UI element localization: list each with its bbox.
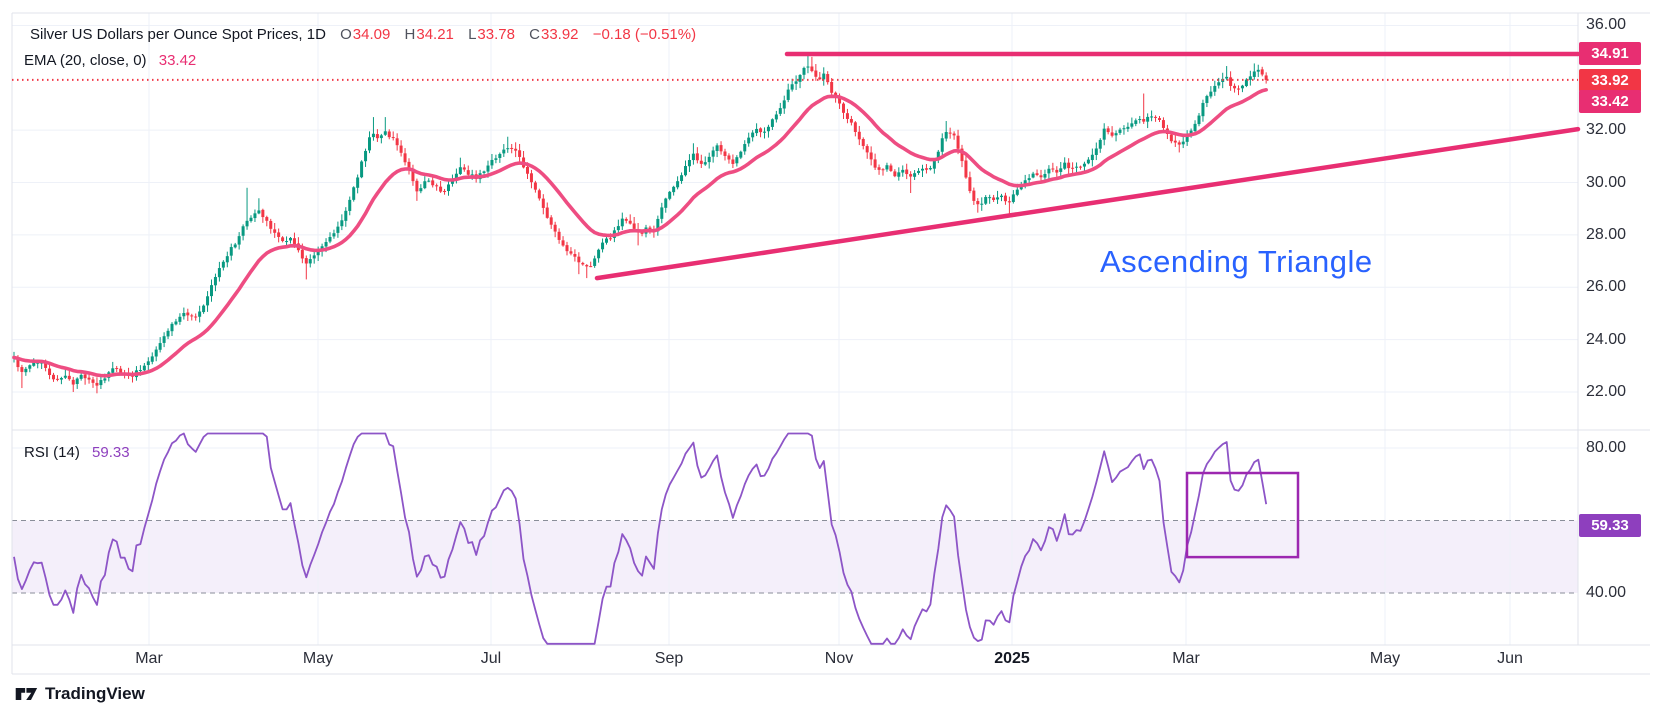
ema-line[interactable] xyxy=(12,88,1268,378)
ohlc-close: C33.92 xyxy=(529,26,579,43)
rsi-axis-label: 40.00 xyxy=(1586,584,1627,601)
symbol-title: Silver US Dollars per Ounce Spot Prices,… xyxy=(30,26,326,43)
support-trendline[interactable] xyxy=(594,126,1581,281)
tradingview-watermark[interactable]: TradingView xyxy=(14,682,145,706)
price-axis-label: 28.00 xyxy=(1586,225,1627,243)
tradingview-logo-icon xyxy=(15,688,38,700)
rsi-value: 59.33 xyxy=(92,444,130,461)
ema-value: 33.42 xyxy=(158,52,197,69)
time-axis-label: May xyxy=(1369,650,1401,667)
tradingview-logo-text: TradingView xyxy=(45,684,145,703)
ema-value-badge: 33.42 xyxy=(1579,90,1641,113)
price-axis-label: 22.00 xyxy=(1586,382,1627,400)
price-axis-label: 26.00 xyxy=(1586,278,1627,296)
resistance-price-badge: 34.91 xyxy=(1579,42,1641,65)
candles-layer xyxy=(12,54,1268,394)
ohlc-low: L33.78 xyxy=(468,26,515,43)
ohlc-change: −0.18 (−0.51%) xyxy=(592,26,697,43)
time-axis-label: 2025 xyxy=(994,650,1030,667)
ema-label: EMA (20, close, 0) xyxy=(24,52,147,69)
price-axis-label: 24.00 xyxy=(1586,330,1627,348)
ema-legend-row[interactable]: EMA (20, close, 0) 33.42 xyxy=(24,48,696,74)
time-axis-label: Mar xyxy=(135,650,163,667)
price-axis-label: 36.00 xyxy=(1586,16,1627,34)
rsi-band xyxy=(12,520,1578,593)
main-legend[interactable]: Silver US Dollars per Ounce Spot Prices,… xyxy=(24,22,696,74)
last-price-badge: 33.92 xyxy=(1579,69,1641,92)
time-axis-label: May xyxy=(302,650,334,667)
rsi-axis-label: 80.00 xyxy=(1586,439,1627,456)
time-axis-label: Jun xyxy=(1497,650,1523,667)
rsi-legend-row[interactable]: RSI (14) 59.33 xyxy=(24,444,130,461)
time-axis-label: Jul xyxy=(480,650,502,667)
time-axis-label: Mar xyxy=(1172,650,1200,667)
time-axis-label: Nov xyxy=(824,650,854,667)
pattern-annotation-text[interactable]: Ascending Triangle xyxy=(1100,244,1373,279)
price-axis-label: 32.00 xyxy=(1586,121,1627,139)
time-axis-label: Sep xyxy=(654,650,684,667)
price-axis-label: 30.00 xyxy=(1586,173,1627,191)
rsi-highlight-box[interactable] xyxy=(1185,471,1300,559)
ohlc-high: H34.21 xyxy=(404,26,454,43)
symbol-legend-row[interactable]: Silver US Dollars per Ounce Spot Prices,… xyxy=(24,22,696,48)
rsi-label: RSI (14) xyxy=(24,444,80,461)
rsi-line[interactable] xyxy=(13,432,1268,645)
rsi-value-badge: 59.33 xyxy=(1579,514,1641,537)
ohlc-open: O34.09 xyxy=(340,26,391,43)
